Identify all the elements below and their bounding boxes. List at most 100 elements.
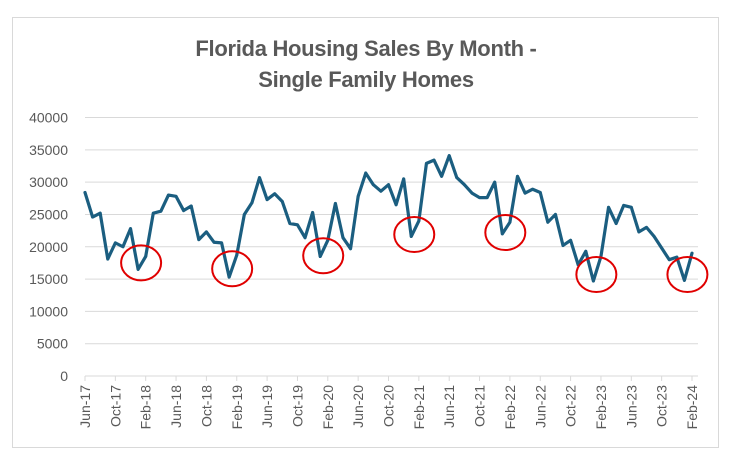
data-point bbox=[182, 209, 186, 212]
x-tick-label: Jun-18 bbox=[168, 385, 184, 428]
data-point bbox=[409, 235, 413, 238]
data-point bbox=[387, 183, 390, 187]
data-point bbox=[341, 236, 345, 240]
data-point bbox=[288, 222, 292, 225]
data-point bbox=[303, 236, 307, 240]
data-point bbox=[129, 227, 132, 231]
data-point bbox=[91, 215, 94, 219]
y-tick-label: 10000 bbox=[29, 303, 68, 319]
data-point bbox=[683, 278, 686, 282]
x-tick-label: Feb-22 bbox=[502, 385, 518, 430]
data-point bbox=[645, 225, 648, 229]
x-tick-label: Oct-22 bbox=[563, 385, 579, 427]
data-point bbox=[462, 183, 466, 187]
y-tick-label: 35000 bbox=[29, 142, 68, 158]
data-point bbox=[667, 258, 671, 262]
y-tick-label: 5000 bbox=[37, 336, 68, 352]
data-point bbox=[265, 198, 269, 201]
series-line bbox=[83, 154, 694, 283]
highlight-circle bbox=[302, 237, 345, 275]
data-point bbox=[227, 275, 231, 279]
annotation-layer bbox=[120, 214, 709, 294]
data-point bbox=[614, 222, 618, 225]
data-point bbox=[273, 192, 277, 196]
x-tick-label: Jun-19 bbox=[259, 385, 275, 428]
y-tick-label: 0 bbox=[60, 368, 68, 384]
x-tick-label: Oct-21 bbox=[472, 385, 488, 427]
data-point bbox=[98, 211, 102, 215]
data-point bbox=[296, 223, 299, 227]
data-point bbox=[364, 171, 368, 175]
chart-title-line-1: Florida Housing Sales By Month - bbox=[195, 36, 537, 61]
data-point bbox=[516, 174, 519, 178]
data-point bbox=[675, 255, 679, 259]
data-point bbox=[455, 176, 459, 180]
data-point bbox=[106, 257, 110, 261]
data-point bbox=[356, 194, 360, 198]
data-point bbox=[144, 255, 148, 258]
x-tick-label: Feb-20 bbox=[320, 385, 336, 430]
data-point bbox=[394, 203, 398, 207]
data-point bbox=[333, 202, 337, 205]
data-point bbox=[318, 255, 322, 258]
x-tick-label: Feb-18 bbox=[138, 385, 154, 430]
data-point bbox=[607, 205, 610, 209]
x-tick-label: Oct-19 bbox=[289, 385, 305, 427]
x-tick-label: Jun-23 bbox=[623, 385, 639, 428]
data-point bbox=[250, 201, 254, 205]
x-tick-label: Oct-23 bbox=[654, 385, 670, 427]
data-point bbox=[379, 189, 383, 193]
x-axis: Jun-17 Oct-17 Feb-18 Jun-18 Oct-18 Feb-19 Jun-… bbox=[77, 376, 700, 429]
y-tick-label: 15000 bbox=[29, 271, 68, 287]
data-point bbox=[652, 235, 656, 238]
data-point bbox=[478, 196, 481, 200]
data-point bbox=[136, 267, 140, 271]
x-tick-label: Oct-18 bbox=[198, 385, 214, 427]
y-tick-label: 20000 bbox=[29, 239, 68, 255]
data-point bbox=[220, 241, 223, 245]
data-point bbox=[622, 203, 626, 207]
data-point bbox=[561, 244, 565, 247]
highlight-circle bbox=[120, 244, 163, 282]
x-tick-label: Jun-17 bbox=[77, 385, 93, 428]
data-point bbox=[546, 220, 550, 224]
x-tick-label: Jun-20 bbox=[350, 385, 366, 428]
data-point bbox=[425, 161, 428, 165]
y-tick-label: 30000 bbox=[29, 174, 68, 190]
data-point bbox=[197, 238, 201, 242]
x-tick-label: Feb-24 bbox=[684, 385, 700, 430]
data-point bbox=[440, 174, 444, 178]
data-point bbox=[523, 191, 527, 195]
data-point bbox=[447, 154, 451, 158]
data-point bbox=[280, 200, 284, 203]
highlight-circle bbox=[484, 214, 527, 252]
x-tick-label: Jun-22 bbox=[532, 385, 548, 428]
highlight-circle bbox=[393, 215, 436, 253]
y-axis: 0 5000 10000 15000 20000 25000 30000 35000 40000 bbox=[29, 110, 68, 385]
data-point bbox=[258, 176, 261, 180]
x-tick-label: Oct-20 bbox=[381, 385, 397, 427]
x-tick-label: Oct-17 bbox=[107, 385, 123, 427]
data-point bbox=[189, 204, 193, 208]
chart-title-line-2: Single Family Homes bbox=[258, 67, 474, 92]
y-tick-label: 25000 bbox=[29, 206, 68, 222]
data-point bbox=[629, 205, 633, 209]
data-point bbox=[205, 230, 208, 234]
data-point bbox=[159, 209, 163, 213]
x-tick-label: Jun-21 bbox=[441, 385, 457, 428]
x-tick-label: Feb-23 bbox=[593, 385, 609, 430]
chart-title: Florida Housing Sales By Month - Single … bbox=[0, 33, 732, 95]
data-point bbox=[83, 191, 87, 194]
data-point bbox=[235, 253, 239, 257]
data-point bbox=[500, 232, 504, 236]
data-point bbox=[508, 220, 512, 224]
highlight-circle bbox=[211, 250, 254, 288]
data-point bbox=[591, 279, 595, 283]
series-layer bbox=[83, 154, 694, 283]
data-point bbox=[470, 191, 474, 195]
data-point bbox=[113, 241, 117, 245]
data-point bbox=[242, 213, 246, 216]
data-point bbox=[121, 245, 125, 249]
highlight-circle bbox=[575, 256, 618, 294]
